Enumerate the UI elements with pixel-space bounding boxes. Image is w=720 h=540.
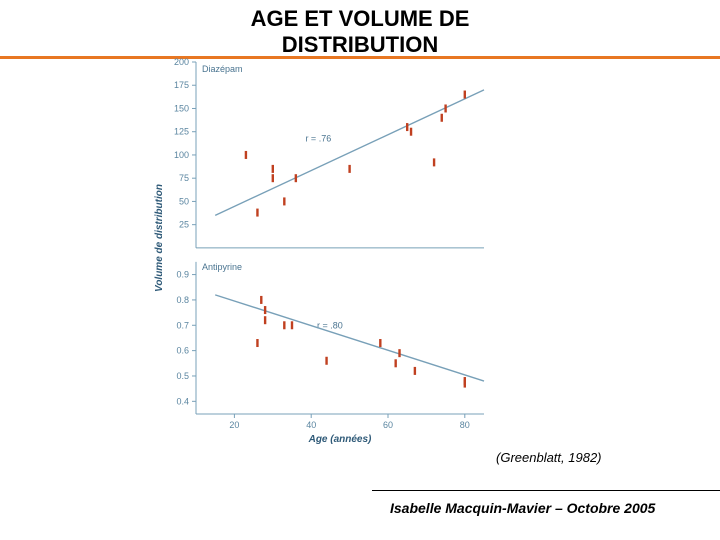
- svg-text:125: 125: [174, 127, 189, 137]
- svg-text:25: 25: [179, 220, 189, 230]
- svg-text:175: 175: [174, 80, 189, 90]
- footer-text: Isabelle Macquin-Mavier – Octobre 2005: [390, 500, 655, 516]
- svg-text:Diazépam: Diazépam: [202, 64, 243, 74]
- svg-text:40: 40: [306, 420, 316, 430]
- svg-text:0.8: 0.8: [176, 295, 189, 305]
- svg-text:75: 75: [179, 173, 189, 183]
- svg-text:80: 80: [460, 420, 470, 430]
- title-line-2: DISTRIBUTION: [0, 32, 720, 58]
- svg-text:0.4: 0.4: [176, 396, 189, 406]
- svg-text:50: 50: [179, 196, 189, 206]
- svg-text:100: 100: [174, 150, 189, 160]
- svg-text:0.7: 0.7: [176, 320, 189, 330]
- svg-text:200: 200: [174, 58, 189, 67]
- svg-text:Age (années): Age (années): [308, 434, 372, 445]
- title-line-1: AGE ET VOLUME DE: [0, 6, 720, 32]
- svg-text:Antipyrine: Antipyrine: [202, 262, 242, 272]
- footer-rule: [372, 490, 720, 491]
- svg-text:0.9: 0.9: [176, 270, 189, 280]
- svg-text:20: 20: [229, 420, 239, 430]
- svg-text:r = .76: r = .76: [305, 134, 331, 144]
- svg-text:0.6: 0.6: [176, 346, 189, 356]
- svg-text:0.5: 0.5: [176, 371, 189, 381]
- svg-text:150: 150: [174, 103, 189, 113]
- svg-text:60: 60: [383, 420, 393, 430]
- distribution-chart: 25 50 75 100 125 150 175 200 Diazépam r = .76 0.4 0…: [150, 58, 494, 448]
- svg-text:Volume de distribution: Volume de distribution: [154, 184, 165, 292]
- citation-text: (Greenblatt, 1982): [496, 450, 602, 465]
